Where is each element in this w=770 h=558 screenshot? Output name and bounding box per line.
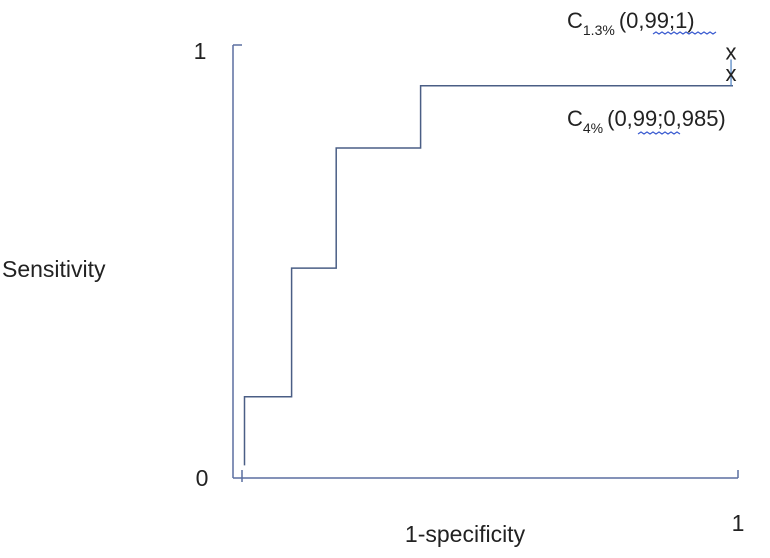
series-group bbox=[243, 85, 733, 466]
annotation-c1-underline bbox=[652, 31, 717, 35]
annotation-c1-label-subscript: 1.3% bbox=[583, 22, 615, 38]
y-tick-label-0: 0 bbox=[196, 465, 209, 491]
annotation-c1-label-coords: (0,99;1) bbox=[619, 8, 695, 33]
annotation-c2-underline bbox=[637, 131, 681, 135]
annotation-c2-label-letter: C bbox=[567, 106, 583, 131]
x-axis-title: 1-specificity bbox=[405, 521, 526, 547]
y-axis-title: Sensitivity bbox=[2, 256, 106, 282]
roc-curve-line-0 bbox=[243, 85, 733, 466]
annotation-c2-label-subscript: 4% bbox=[583, 120, 603, 136]
labels-group: 1 0 1 Sensitivity 1-specificity bbox=[2, 38, 744, 547]
c1-marker: x bbox=[726, 39, 737, 64]
y-tick-label-1: 1 bbox=[194, 38, 207, 64]
annotation-c1-label-letter: C bbox=[567, 8, 583, 33]
annotation-c1-label: C1.3% (0,99;1) bbox=[567, 8, 695, 38]
x-tick-label-1: 1 bbox=[732, 510, 745, 536]
axes-group bbox=[232, 44, 739, 482]
annotation-c2-label-coords: (0,99;0,985) bbox=[607, 106, 726, 131]
c2-marker: x bbox=[726, 61, 737, 86]
annotation-c2-label: C4% (0,99;0,985) bbox=[567, 106, 726, 136]
